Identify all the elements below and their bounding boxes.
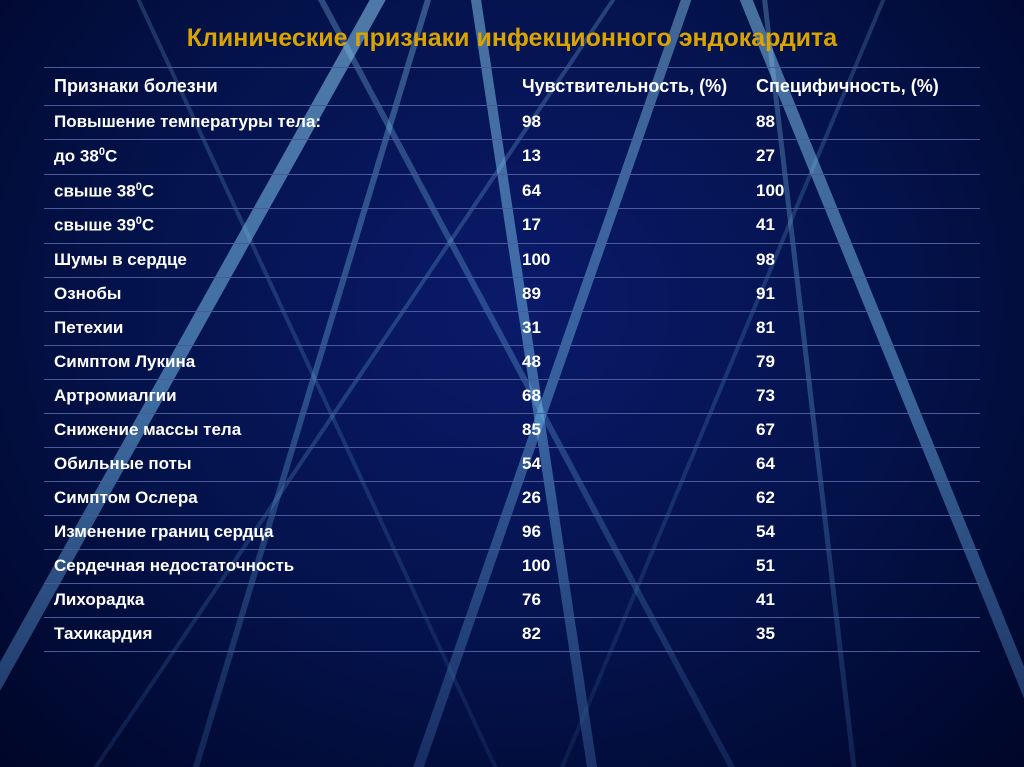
cell-specificity: 98 (746, 243, 980, 277)
cell-sensitivity: 98 (512, 106, 746, 140)
table-header-row: Признаки болезни Чувствительность, (%) С… (44, 68, 980, 106)
cell-sensitivity: 64 (512, 174, 746, 209)
cell-specificity: 62 (746, 481, 980, 515)
cell-specificity: 41 (746, 209, 980, 244)
cell-sensitivity: 48 (512, 345, 746, 379)
cell-sign: Лихорадка (44, 583, 512, 617)
cell-sign: Шумы в сердце (44, 243, 512, 277)
slide-title: Клинические признаки инфекционного эндок… (44, 24, 980, 53)
cell-sign: Обильные поты (44, 447, 512, 481)
table-row: Лихорадка7641 (44, 583, 980, 617)
cell-specificity: 100 (746, 174, 980, 209)
cell-sensitivity: 100 (512, 549, 746, 583)
table-row: Симптом Ослера2662 (44, 481, 980, 515)
cell-sign: Снижение массы тела (44, 413, 512, 447)
cell-sign: свыше 390С (44, 209, 512, 244)
table-row: Снижение массы тела8567 (44, 413, 980, 447)
cell-sign: Петехии (44, 311, 512, 345)
col-header-sign: Признаки болезни (44, 68, 512, 106)
table-row: свыше 380С64100 (44, 174, 980, 209)
cell-sensitivity: 100 (512, 243, 746, 277)
cell-sign: Повышение температуры тела: (44, 106, 512, 140)
table-row: Повышение температуры тела:9888 (44, 106, 980, 140)
cell-sensitivity: 17 (512, 209, 746, 244)
cell-sensitivity: 13 (512, 140, 746, 175)
cell-sign: Артромиалгии (44, 379, 512, 413)
cell-specificity: 51 (746, 549, 980, 583)
clinical-signs-table: Признаки болезни Чувствительность, (%) С… (44, 67, 980, 652)
table-row: Петехии3181 (44, 311, 980, 345)
col-header-sensitivity: Чувствительность, (%) (512, 68, 746, 106)
cell-sensitivity: 82 (512, 617, 746, 651)
cell-specificity: 88 (746, 106, 980, 140)
table-row: Тахикардия8235 (44, 617, 980, 651)
cell-specificity: 73 (746, 379, 980, 413)
table-row: Артромиалгии6873 (44, 379, 980, 413)
cell-sensitivity: 26 (512, 481, 746, 515)
cell-specificity: 81 (746, 311, 980, 345)
table-row: Обильные поты5464 (44, 447, 980, 481)
cell-specificity: 67 (746, 413, 980, 447)
slide: Клинические признаки инфекционного эндок… (0, 0, 1024, 767)
cell-sign: Сердечная недостаточность (44, 549, 512, 583)
table-row: Ознобы8991 (44, 277, 980, 311)
cell-specificity: 41 (746, 583, 980, 617)
table-row: Шумы в сердце10098 (44, 243, 980, 277)
cell-sign: до 380С (44, 140, 512, 175)
table-row: Сердечная недостаточность10051 (44, 549, 980, 583)
cell-sign: Симптом Лукина (44, 345, 512, 379)
cell-sensitivity: 54 (512, 447, 746, 481)
cell-sensitivity: 89 (512, 277, 746, 311)
cell-sign: Тахикардия (44, 617, 512, 651)
cell-specificity: 91 (746, 277, 980, 311)
cell-specificity: 27 (746, 140, 980, 175)
cell-specificity: 35 (746, 617, 980, 651)
table-row: до 380С1327 (44, 140, 980, 175)
slide-content: Клинические признаки инфекционного эндок… (0, 0, 1024, 652)
table-row: Симптом Лукина4879 (44, 345, 980, 379)
table-row: свыше 390С1741 (44, 209, 980, 244)
col-header-specificity: Специфичность, (%) (746, 68, 980, 106)
cell-specificity: 54 (746, 515, 980, 549)
cell-sign: Симптом Ослера (44, 481, 512, 515)
cell-sensitivity: 31 (512, 311, 746, 345)
cell-sensitivity: 68 (512, 379, 746, 413)
cell-sensitivity: 85 (512, 413, 746, 447)
cell-specificity: 64 (746, 447, 980, 481)
cell-sensitivity: 96 (512, 515, 746, 549)
cell-specificity: 79 (746, 345, 980, 379)
table-row: Изменение границ сердца9654 (44, 515, 980, 549)
cell-sign: Ознобы (44, 277, 512, 311)
cell-sensitivity: 76 (512, 583, 746, 617)
cell-sign: свыше 380С (44, 174, 512, 209)
cell-sign: Изменение границ сердца (44, 515, 512, 549)
